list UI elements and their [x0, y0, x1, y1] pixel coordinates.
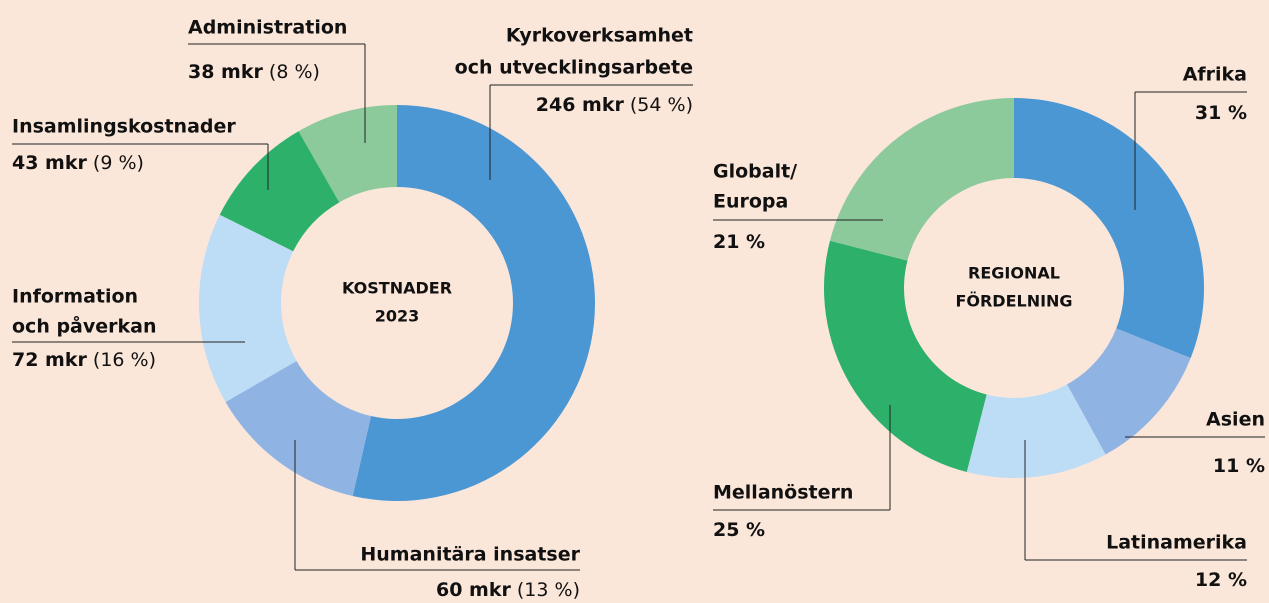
value-label: 21 %	[713, 231, 765, 253]
value-label: 38 mkr (8 %)	[188, 61, 320, 83]
value-amount: 25 %	[713, 519, 765, 541]
donut-segment	[225, 361, 372, 496]
donut-segment	[824, 240, 987, 473]
center-label: REGIONAL	[968, 264, 1060, 283]
segment-label: och påverkan	[12, 314, 157, 338]
value-amount: 60 mkr	[436, 579, 511, 601]
donut-segment	[219, 131, 340, 252]
donut-segment	[199, 214, 297, 402]
donut-segment	[1066, 328, 1191, 455]
value-amount: 12 %	[1195, 569, 1247, 591]
center-label: KOSTNADER	[342, 279, 452, 298]
value-label: 72 mkr (16 %)	[12, 349, 156, 371]
segment-label: Insamlingskostnader	[12, 116, 236, 138]
center-label: 2023	[375, 307, 420, 326]
value-label: 25 %	[713, 519, 765, 541]
value-percent: (16 %)	[93, 349, 156, 371]
value-label: 43 mkr (9 %)	[12, 152, 144, 174]
value-amount: 11 %	[1213, 455, 1265, 477]
value-amount: 246 mkr	[536, 94, 625, 116]
value-amount: 72 mkr	[12, 349, 87, 371]
value-label: 11 %	[1213, 455, 1265, 477]
value-label: 60 mkr (13 %)	[436, 579, 580, 601]
value-label: 31 %	[1195, 102, 1247, 124]
segment-label: Kyrkoverksamhet	[506, 25, 693, 47]
value-percent: (54 %)	[630, 94, 693, 116]
segment-label: Globalt/	[713, 161, 797, 183]
value-amount: 31 %	[1195, 102, 1247, 124]
donut-segment	[352, 105, 595, 501]
value-amount: 21 %	[713, 231, 765, 253]
segment-label: Mellanöstern	[713, 482, 853, 504]
donut-segment	[966, 384, 1106, 478]
segment-label: Administration	[188, 17, 347, 39]
segment-label: Afrika	[1183, 64, 1247, 86]
value-percent: (8 %)	[269, 61, 320, 83]
segment-label: Information	[12, 286, 138, 308]
value-percent: (9 %)	[93, 152, 144, 174]
center-label: FÖRDELNING	[955, 292, 1072, 311]
donut-segment	[1014, 97, 1204, 358]
segment-label: och utvecklingsarbete	[455, 57, 693, 79]
segment-label: Europa	[713, 191, 788, 213]
segment-label: Asien	[1206, 409, 1265, 431]
value-amount: 38 mkr	[188, 61, 263, 83]
value-percent: (13 %)	[517, 579, 580, 601]
segment-label: Latinamerika	[1106, 532, 1247, 554]
segment-label: Humanitära insatser	[360, 544, 580, 566]
donut-segment	[298, 105, 397, 203]
value-amount: 43 mkr	[12, 152, 87, 174]
value-label: 246 mkr (54 %)	[536, 94, 693, 116]
donut-segment	[829, 98, 1014, 261]
value-label: 12 %	[1195, 569, 1247, 591]
